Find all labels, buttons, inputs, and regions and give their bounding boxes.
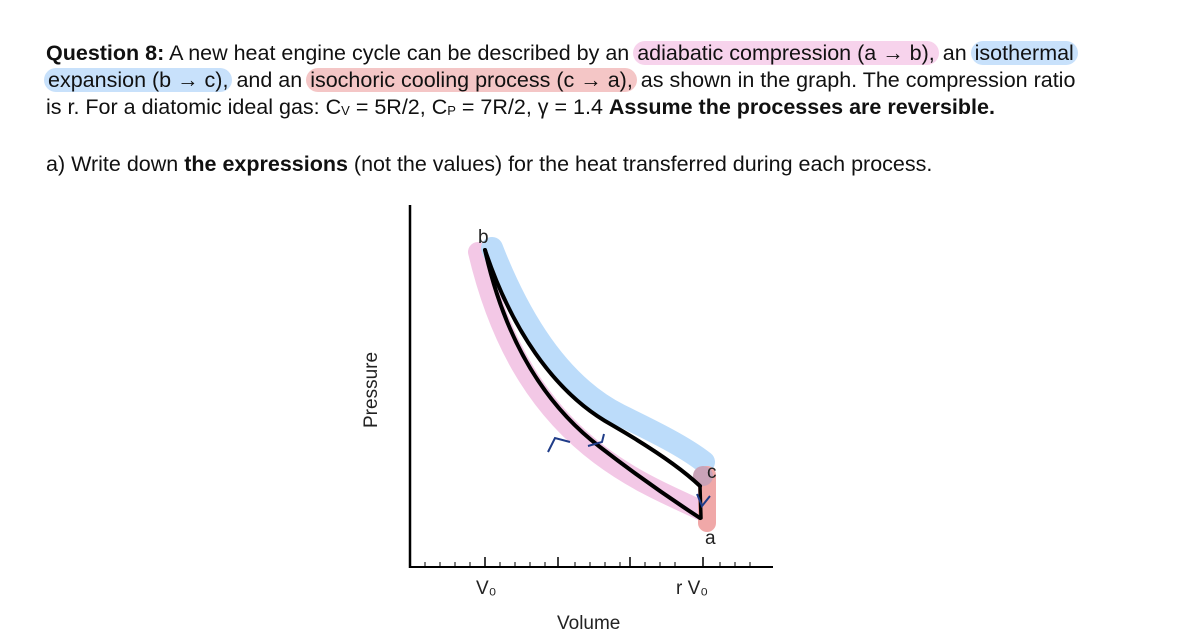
part-a-lead: a) Write down <box>46 152 179 176</box>
question-label: Question 8: <box>46 41 165 65</box>
part-a-tail: (not the values) for the heat transferre… <box>353 152 933 176</box>
point-c-highlight <box>693 466 713 486</box>
text-gamma: = 7R/2, γ = 1.4 <box>461 95 603 119</box>
x-axis-ticks <box>424 562 751 567</box>
x-axis-major-ticks <box>484 557 704 567</box>
highlight-adiabatic: adiabatic compression (a → b), <box>633 41 939 65</box>
tick-label-v0: V₀ <box>476 578 497 599</box>
text-cp-prefix: = 5R/2, C <box>355 95 448 119</box>
text-after-isochoric: as shown in the graph. The compression r… <box>640 68 1076 92</box>
text-an: an <box>942 41 967 65</box>
arrow-cooling-icon <box>696 493 711 508</box>
question-line-1: Question 8: A new heat engine cycle can … <box>46 40 1156 67</box>
adiabatic-curve <box>483 248 702 520</box>
question-intro: A new heat engine cycle can be described… <box>169 41 630 65</box>
part-a-text: a) Write down the expressions (not the v… <box>46 151 932 178</box>
isothermal-highlight-band <box>481 237 715 473</box>
part-a-bold: the expressions <box>184 152 348 176</box>
point-b-label: b <box>478 227 489 248</box>
arrow-expansion-icon <box>587 433 605 447</box>
highlight-isothermal-1: isothermal <box>970 41 1078 65</box>
text-and-an: and an <box>236 68 303 92</box>
x-axis-label: Volume <box>557 613 620 634</box>
question-line-3: is r. For a diatomic ideal gas: CV = 5R/… <box>46 94 1156 124</box>
question-text: Question 8: A new heat engine cycle can … <box>44 40 1156 124</box>
highlight-isothermal-2: expansion (b → c), <box>44 68 233 92</box>
question-line-2: expansion (b → c), and an isochoric cool… <box>44 67 1156 94</box>
text-cv-prefix: is r. For a diatomic ideal gas: C <box>46 95 342 119</box>
subscript-p: P <box>447 103 456 118</box>
arrow-compression-icon <box>547 436 571 453</box>
isothermal-curve <box>483 248 702 488</box>
point-c-label: c <box>707 462 717 483</box>
subscript-v: V <box>341 103 350 118</box>
highlight-isochoric: isochoric cooling process (c → a), <box>306 68 637 92</box>
y-axis-label: Pressure <box>361 352 382 428</box>
assume-reversible: Assume the processes are reversible. <box>608 95 995 119</box>
tick-label-rv0: r V₀ <box>676 578 708 599</box>
point-a-label: a <box>705 528 716 549</box>
